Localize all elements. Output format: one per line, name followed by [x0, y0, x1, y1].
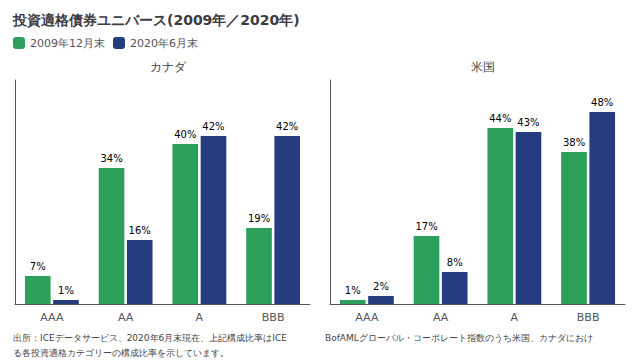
svg-text:8%: 8%: [447, 257, 463, 268]
svg-text:2009年12月末: 2009年12月末: [30, 37, 105, 50]
svg-text:A: A: [196, 311, 204, 324]
svg-text:38%: 38%: [563, 137, 585, 148]
svg-text:16%: 16%: [129, 225, 151, 236]
svg-text:米国: 米国: [471, 60, 495, 74]
svg-text:出所：ICEデータサービス、2020年6月末現在、上記構成比: 出所：ICEデータサービス、2020年6月末現在、上記構成比率はICE: [13, 333, 287, 343]
svg-text:AA: AA: [433, 311, 449, 324]
svg-text:48%: 48%: [591, 97, 613, 108]
svg-text:34%: 34%: [100, 153, 122, 164]
svg-text:カナダ: カナダ: [150, 60, 187, 74]
svg-text:A: A: [511, 311, 519, 324]
svg-text:AAA: AAA: [40, 311, 64, 324]
svg-text:43%: 43%: [517, 117, 539, 128]
svg-text:42%: 42%: [276, 121, 298, 132]
svg-text:44%: 44%: [489, 113, 511, 124]
svg-text:BofAMLグローバル・コーポレート指数のうち米国、カナダに: BofAMLグローバル・コーポレート指数のうち米国、カナダにおけ: [325, 333, 593, 343]
svg-text:る各投資適格カテゴリーの構成比率を示しています。: る各投資適格カテゴリーの構成比率を示しています。: [13, 348, 229, 358]
svg-text:AAA: AAA: [355, 311, 379, 324]
svg-text:2%: 2%: [373, 281, 389, 292]
svg-text:BBB: BBB: [262, 311, 285, 324]
svg-text:17%: 17%: [415, 221, 437, 232]
svg-text:1%: 1%: [58, 285, 74, 296]
svg-text:7%: 7%: [30, 261, 46, 272]
svg-text:40%: 40%: [174, 129, 196, 140]
svg-text:1%: 1%: [345, 285, 361, 296]
svg-text:19%: 19%: [248, 213, 270, 224]
svg-text:AA: AA: [118, 311, 134, 324]
svg-text:投資適格債券ユニバース(2009年／2020年): 投資適格債券ユニバース(2009年／2020年): [12, 12, 300, 28]
svg-text:2020年6月末: 2020年6月末: [130, 37, 198, 50]
svg-text:42%: 42%: [202, 121, 224, 132]
svg-text:BBB: BBB: [577, 311, 600, 324]
